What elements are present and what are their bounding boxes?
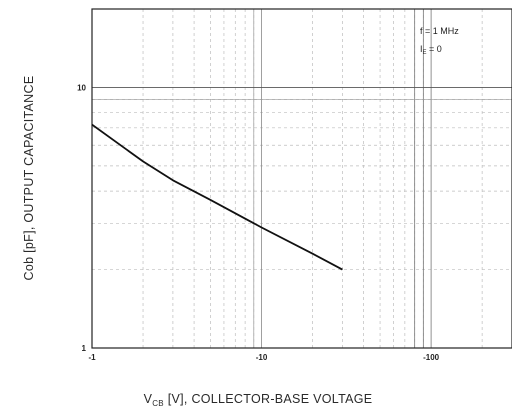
y-tick-label: 1: [82, 344, 87, 353]
x-tick-label: -100: [423, 353, 440, 362]
minor-gridlines: [92, 9, 512, 348]
y-axis-label: Cob [pF], OUTPUT CAPACITANCE: [22, 76, 36, 281]
x-tick-label: -1: [88, 353, 96, 362]
x-tick-label: -10: [256, 353, 268, 362]
annotation-emitter-current: IE = 0: [420, 44, 442, 56]
tick-labels: -1 -10 -100 1 10: [77, 83, 440, 362]
y-tick-label: 10: [77, 83, 86, 92]
series-layer: [91, 123, 343, 271]
annotation-frequency: f = 1 MHz: [420, 26, 459, 36]
series-line-0: [91, 123, 343, 271]
major-gridlines: [92, 9, 512, 348]
x-axis-label: VCB [V], COLLECTOR-BASE VOLTAGE: [144, 392, 373, 408]
plot-frame: [91, 8, 512, 349]
